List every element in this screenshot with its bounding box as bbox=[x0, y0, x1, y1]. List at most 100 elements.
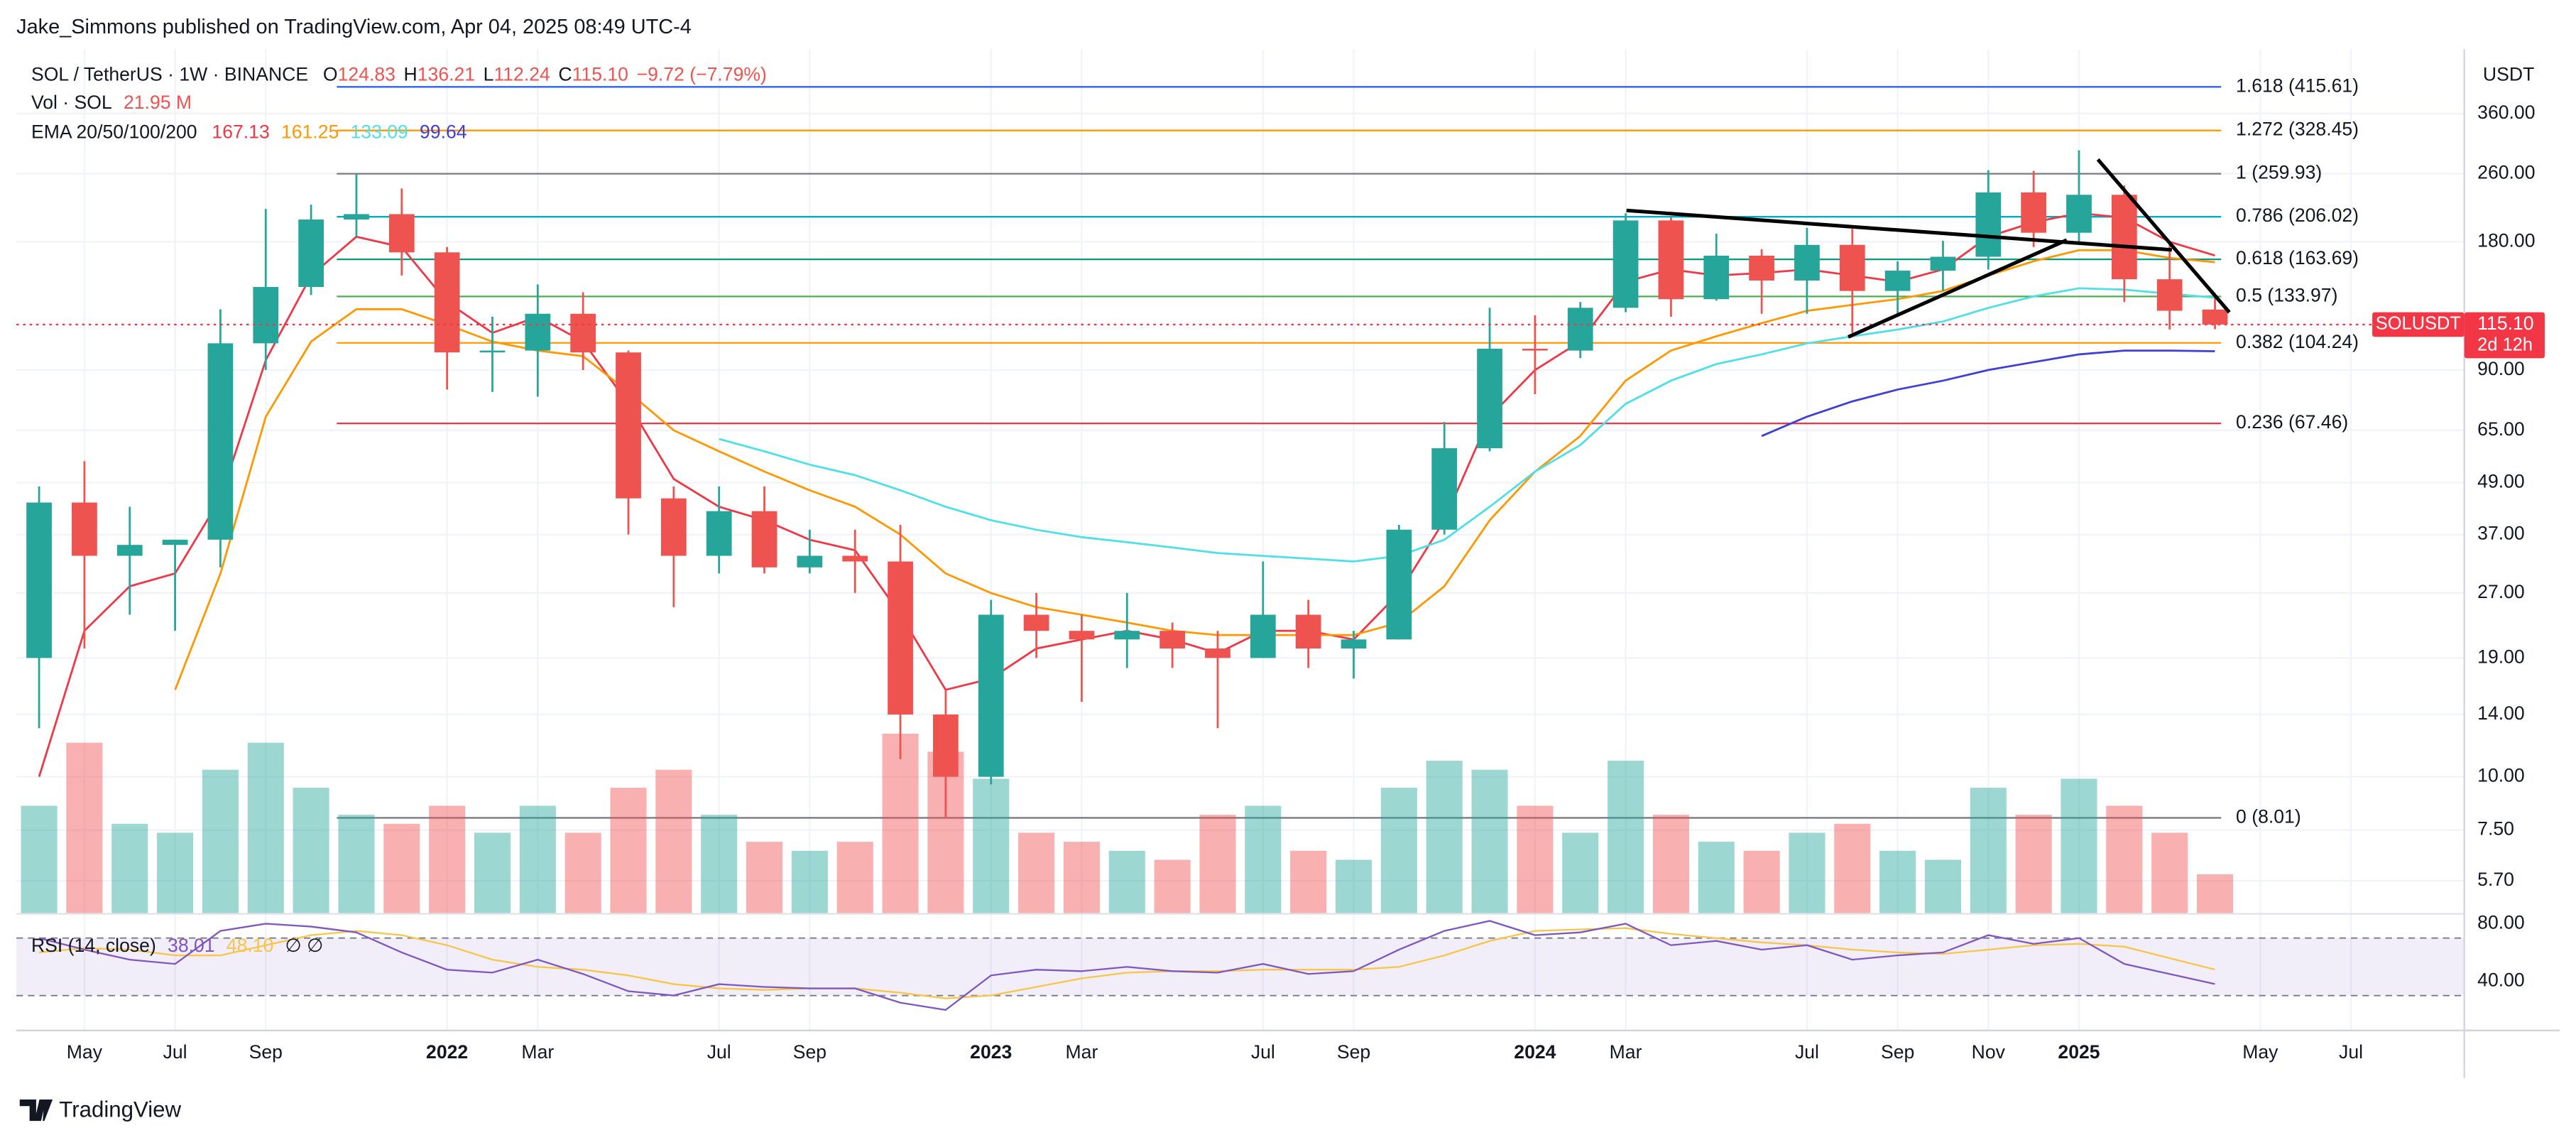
x-tick-label: Jul bbox=[1251, 1041, 1275, 1063]
candle-body bbox=[26, 502, 52, 658]
x-tick-label: May bbox=[2242, 1041, 2278, 1063]
legend-item: 124.83 bbox=[338, 64, 395, 85]
volume-bar bbox=[111, 823, 148, 914]
x-tick-label: 2024 bbox=[1514, 1041, 1556, 1063]
x-tick-label: Jul bbox=[2339, 1041, 2363, 1063]
candle-body bbox=[2021, 192, 2047, 233]
volume-bar bbox=[1743, 850, 1780, 914]
candle-body bbox=[888, 561, 913, 715]
candle-body bbox=[1159, 631, 1186, 648]
volume-bar bbox=[1426, 761, 1463, 914]
volume-bar bbox=[1471, 769, 1508, 914]
candle-body bbox=[1930, 256, 1956, 271]
volume-bar bbox=[1652, 815, 1689, 914]
price-tag bbox=[2464, 312, 2545, 359]
x-tick-label: Jul bbox=[1795, 1041, 1819, 1063]
candle-body bbox=[434, 252, 460, 353]
candle-body bbox=[1749, 255, 1774, 281]
candle-body bbox=[253, 287, 279, 344]
legend-row: EMA 20/50/100/200 167.13 161.25 133.09 99.64 bbox=[31, 121, 467, 143]
candle-body bbox=[706, 511, 732, 556]
volume-bar bbox=[1380, 788, 1417, 914]
candle-body bbox=[1431, 448, 1458, 530]
symbol-label: SOLUSDT bbox=[2376, 314, 2461, 334]
candle-body bbox=[1975, 192, 2002, 257]
volume-bar bbox=[1245, 805, 1282, 914]
candle-body bbox=[207, 343, 234, 540]
rsi-band bbox=[16, 938, 2465, 996]
candle-body bbox=[660, 498, 687, 556]
fib-label: 1.618 (415.61) bbox=[2236, 75, 2359, 96]
y-tick-label: 65.00 bbox=[2477, 418, 2525, 440]
volume-bar bbox=[1970, 788, 2007, 914]
legend-row: SOL / TetherUS · 1W · BINANCE O124.83 H136… bbox=[31, 64, 767, 85]
fib-label: 0.786 (206.02) bbox=[2236, 205, 2359, 226]
legend-row: Vol · SOL 21.95 M bbox=[31, 92, 192, 113]
legend-row: RSI (14, close) 38.01 48.10 ∅ ∅ bbox=[31, 935, 323, 956]
legend-item: 112.24 bbox=[493, 64, 550, 85]
candle-body bbox=[797, 555, 823, 568]
fib-label: 1 (259.93) bbox=[2236, 162, 2322, 183]
volume-bar bbox=[1108, 850, 1145, 914]
y-tick-label: 180.00 bbox=[2477, 229, 2535, 251]
rsi-line bbox=[38, 920, 2215, 1011]
volume-bar bbox=[247, 742, 284, 914]
x-tick-label: Sep bbox=[1881, 1041, 1914, 1063]
currency: USDT bbox=[2483, 64, 2534, 85]
publisher: Jake_Simmons published on TradingView.co… bbox=[16, 16, 692, 38]
volume-bar bbox=[2151, 832, 2188, 914]
legend-item: EMA 20/50/100/200 bbox=[31, 121, 197, 143]
x-tick-label: Mar bbox=[1610, 1041, 1642, 1063]
candle-body bbox=[2111, 195, 2137, 280]
x-tick-label: Sep bbox=[1337, 1041, 1370, 1063]
y-tick-label: 10.00 bbox=[2477, 765, 2525, 786]
y-tick-label: 14.00 bbox=[2477, 702, 2525, 724]
candle-body bbox=[525, 313, 551, 351]
fib-retracement: 1.618 (415.61) 1.272 (328.45) 1 (259.93) 0.… bbox=[337, 75, 2359, 827]
trend-line bbox=[1847, 238, 2068, 339]
volume-bar bbox=[791, 850, 828, 914]
volume-bar bbox=[157, 832, 194, 914]
candle-body bbox=[933, 714, 959, 777]
volume-bar bbox=[1335, 859, 1372, 914]
ema-line bbox=[174, 249, 2215, 690]
footer-logo: TradingView bbox=[19, 1097, 182, 1122]
candle-body bbox=[978, 614, 1004, 777]
fib-label: 0.618 (163.69) bbox=[2236, 247, 2359, 268]
volume-bar bbox=[2196, 874, 2234, 914]
candle-body bbox=[479, 350, 506, 353]
candle-body bbox=[1341, 639, 1367, 648]
y-tick-label: 7.50 bbox=[2477, 818, 2514, 840]
y-tick-label: 49.00 bbox=[2477, 471, 2525, 492]
volume-bar bbox=[1608, 761, 1644, 914]
legend-item: ∅ ∅ bbox=[285, 935, 324, 956]
axes: May Jul Sep 2022 Mar Jul Sep 2023 Mar Jul Sep 2024 M… bbox=[16, 49, 2560, 1078]
legend-item: C bbox=[558, 64, 572, 85]
volume-bar bbox=[1789, 832, 1825, 914]
volume-bar bbox=[1154, 859, 1191, 914]
legend-item: 48.10 bbox=[227, 935, 274, 956]
candle-body bbox=[1839, 244, 1865, 291]
volume-bar bbox=[338, 815, 375, 914]
volume-bar bbox=[2061, 778, 2097, 914]
volume-bar bbox=[519, 805, 556, 914]
x-tick-label: Mar bbox=[1066, 1041, 1098, 1063]
legend: SOL / TetherUS · 1W · BINANCE O124.83 H136… bbox=[31, 64, 767, 956]
price-label: 115.10 bbox=[2477, 313, 2533, 334]
fib-label: 0.5 (133.97) bbox=[2236, 284, 2337, 305]
candle-body bbox=[1205, 648, 1230, 658]
candle-body bbox=[344, 214, 369, 220]
candle-body bbox=[1658, 220, 1684, 300]
candle-body bbox=[1069, 631, 1095, 640]
volume-bar bbox=[66, 742, 103, 914]
candle-body bbox=[570, 313, 596, 353]
legend-item: H bbox=[404, 64, 417, 85]
candle-body bbox=[1612, 220, 1639, 308]
trend-lines bbox=[1626, 158, 2231, 339]
candle-body bbox=[162, 539, 188, 545]
legend-item: O bbox=[323, 64, 338, 85]
volume-bar bbox=[1199, 815, 1236, 914]
